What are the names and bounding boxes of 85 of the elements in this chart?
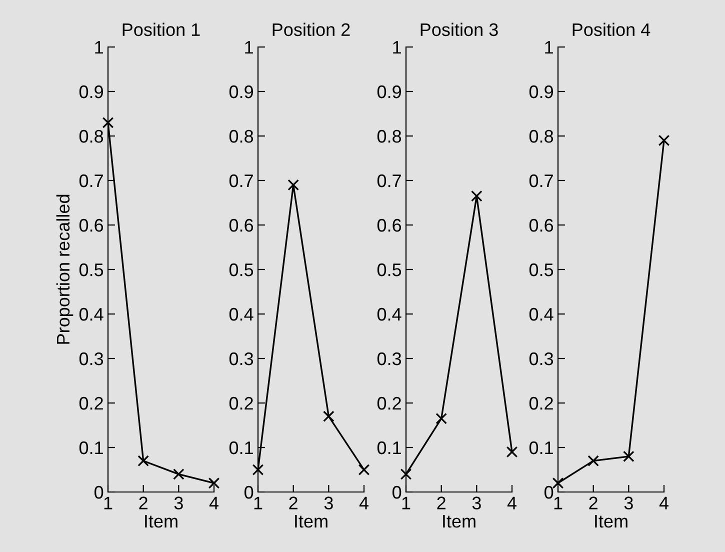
- x-tick-label: 1: [554, 496, 562, 510]
- y-tick-label: 0.6: [377, 218, 402, 232]
- chart-title: Position 3: [420, 22, 498, 36]
- y-tick-label: 0.4: [229, 308, 254, 321]
- y-tick-label: 0.6: [529, 218, 554, 232]
- x-tick-label: 2: [437, 496, 446, 510]
- x-tick-label: 2: [589, 496, 598, 510]
- y-tick-label: 0.6: [79, 218, 104, 232]
- y-tick-label: 0.2: [529, 396, 553, 410]
- point: [358, 464, 370, 476]
- y-tick-label: 0.3: [377, 352, 402, 366]
- point: [470, 190, 482, 202]
- point: [208, 477, 220, 489]
- y-tick-label: 0.7: [79, 174, 103, 188]
- point: [400, 468, 412, 480]
- chart-title: Position 1: [122, 22, 200, 36]
- y-tick-label: 0.7: [529, 174, 553, 188]
- y-tick-label: 0: [544, 486, 554, 499]
- y-tick-label: 0.9: [79, 85, 103, 98]
- point: [102, 116, 114, 128]
- y-tick-label: 0.4: [529, 308, 554, 321]
- y-tick-label: 0.4: [377, 308, 402, 321]
- y-tick-label: 0.7: [377, 174, 401, 188]
- point: [138, 455, 150, 467]
- x-tick-label: 2: [289, 496, 298, 510]
- x-axis-title: Item: [595, 515, 628, 528]
- x-axis-title: Item: [295, 515, 328, 528]
- x-tick-label: 1: [402, 496, 410, 510]
- y-tick-label: 0.5: [229, 263, 254, 276]
- y-tick-label: 0.3: [229, 352, 254, 366]
- y-axis-title: Proportion recalled: [56, 194, 74, 344]
- y-tick-label: 0.7: [229, 174, 253, 188]
- y-tick-label: 0.1: [229, 441, 253, 454]
- point: [436, 412, 448, 424]
- y-tick-label: 0.6: [229, 218, 254, 232]
- point: [552, 477, 564, 489]
- point: [588, 455, 600, 467]
- x-tick-label: 3: [624, 496, 633, 510]
- x-tick-label: 3: [324, 496, 333, 510]
- x-tick-label: 3: [174, 496, 183, 510]
- y-tick-label: 1: [245, 41, 253, 54]
- point: [172, 468, 184, 480]
- x-axis-title: Item: [443, 515, 476, 528]
- y-tick-label: 0.5: [529, 263, 554, 276]
- y-tick-label: 0.9: [229, 85, 253, 98]
- y-tick-label: 0.2: [79, 396, 103, 410]
- x-tick-label: 4: [209, 496, 218, 510]
- point: [252, 464, 264, 476]
- y-tick-label: 0.8: [79, 130, 104, 143]
- y-tick-label: 0.5: [377, 263, 402, 276]
- point: [506, 446, 518, 458]
- y-tick-label: 0.8: [529, 130, 554, 143]
- y-tick-label: 0.2: [377, 396, 401, 410]
- y-tick-label: 1: [95, 41, 103, 54]
- x-tick-label: 1: [104, 496, 112, 510]
- y-tick-label: 0.2: [229, 396, 253, 410]
- x-tick-label: 1: [254, 496, 262, 510]
- y-tick-label: 0.9: [377, 85, 401, 98]
- y-tick-label: 0.9: [529, 85, 553, 98]
- x-axis-title: Item: [145, 515, 178, 528]
- x-tick-label: 4: [659, 496, 668, 510]
- x-tick-label: 4: [507, 496, 516, 510]
- chart-title: Position 2: [272, 22, 350, 36]
- y-tick-label: 0: [392, 486, 402, 499]
- point: [622, 450, 634, 462]
- y-tick-label: 0.3: [529, 352, 554, 366]
- x-tick-label: 4: [359, 496, 368, 510]
- point: [658, 134, 670, 146]
- point: [322, 410, 334, 422]
- y-tick-label: 1: [545, 41, 553, 54]
- x-tick-label: 2: [139, 496, 148, 510]
- y-tick-label: 0.5: [79, 263, 104, 276]
- y-tick-label: 0.4: [79, 308, 104, 321]
- y-tick-label: 0.1: [377, 441, 401, 454]
- y-tick-label: 0.8: [377, 130, 402, 143]
- y-tick-label: 0.3: [79, 352, 104, 366]
- y-tick-label: 0: [244, 486, 254, 499]
- x-tick-label: 3: [472, 496, 481, 510]
- point: [288, 179, 300, 191]
- y-tick-label: 0.8: [229, 130, 254, 143]
- y-tick-label: 0.1: [529, 441, 553, 454]
- y-tick-label: 1: [393, 41, 401, 54]
- y-tick-label: 0.1: [79, 441, 103, 454]
- y-tick-label: 0: [94, 486, 104, 499]
- chart-title: Position 4: [572, 22, 650, 36]
